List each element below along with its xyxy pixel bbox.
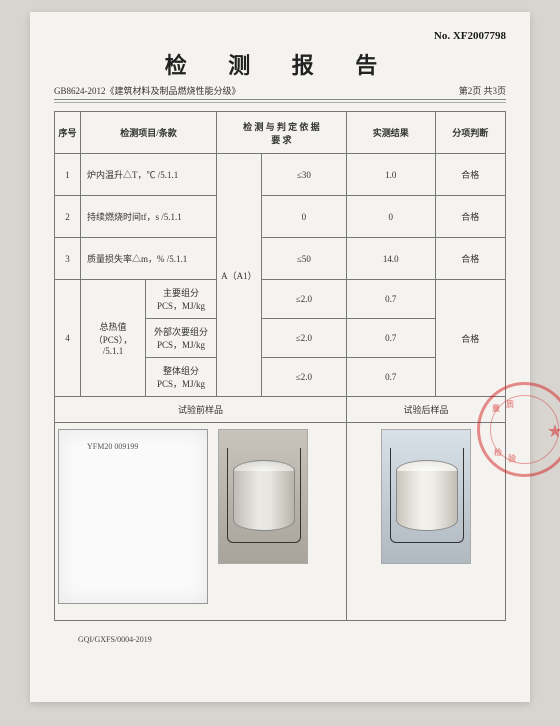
cell-group-label: 总热值 （PCS）， /5.1.1 [81,280,146,397]
sample-before-cell: YFM20 009199 [55,423,347,621]
stamp-text: 质 [506,399,514,410]
cell-result: 0.7 [346,358,435,397]
th-item: 检测项目/条款 [81,112,217,154]
stamp-star-icon: ★ [547,421,560,442]
sample-label-row: 试验前样品 试验后样品 [55,397,506,423]
divider [54,102,506,103]
th-seq: 序号 [55,112,81,154]
cell-req: 0 [261,196,346,238]
table-header-row: 序号 检测项目/条款 检 测 与 判 定 依 据 要 求 实测结果 分项判断 [55,112,506,154]
cell-subitem: 主要组分 PCS，MJ/kg [146,280,217,319]
cell-req: ≤50 [261,238,346,280]
cell-result: 0.7 [346,319,435,358]
doc-no-value: XF2007798 [453,30,506,42]
th-basis: 检 测 与 判 定 依 据 要 求 [216,112,346,154]
sample-before-photo [218,429,308,564]
cell-req: ≤2.0 [261,280,346,319]
table-row: 1 炉内温升△T，℃ /5.1.1 A（A1） ≤30 1.0 合格 [55,154,506,196]
cell-judge: 合格 [435,238,505,280]
table-row: 4 总热值 （PCS）， /5.1.1 主要组分 PCS，MJ/kg ≤2.0 … [55,280,506,319]
cell-seq: 2 [55,196,81,238]
sample-after-cell [346,423,505,621]
sample-label-photo: YFM20 009199 [58,429,208,604]
th-judge: 分项判断 [435,112,505,154]
sample-before-label: 试验前样品 [55,397,347,423]
cell-basis: A（A1） [216,154,261,397]
cell-item: 质量损失率△m，% /5.1.1 [81,238,217,280]
sample-code: YFM20 009199 [87,442,138,451]
th-result: 实测结果 [346,112,435,154]
cell-seq: 1 [55,154,81,196]
sample-after-photo [381,429,471,564]
page-info: 第2页 共3页 [459,84,506,97]
cell-judge: 合格 [435,280,505,397]
sample-cylinder-icon [396,460,458,540]
stamp-text: 验 [508,453,516,464]
cell-result: 0 [346,196,435,238]
standard-ref: GB8624-2012《建筑材料及制品燃烧性能分级》 [54,84,241,97]
cell-item: 持续燃烧时间tf，s /5.1.1 [81,196,217,238]
stamp-text: 量 [492,403,500,414]
cell-judge: 合格 [435,154,505,196]
cell-judge: 合格 [435,196,505,238]
cell-item: 炉内温升△T，℃ /5.1.1 [81,154,217,196]
cell-req: ≤2.0 [261,319,346,358]
doc-no-label: No. [434,30,450,42]
table-row: 3 质量损失率△m，% /5.1.1 ≤50 14.0 合格 [55,238,506,280]
sample-cylinder-icon [233,460,295,540]
cell-subitem: 整体组分 PCS，MJ/kg [146,358,217,397]
cell-subitem: 外部次要组分 PCS，MJ/kg [146,319,217,358]
table-row: 2 持续燃烧时间tf，s /5.1.1 0 0 合格 [55,196,506,238]
doc-number-line: No. XF2007798 [54,30,506,42]
cell-req: ≤2.0 [261,358,346,397]
test-results-table: 序号 检测项目/条款 检 测 与 判 定 依 据 要 求 实测结果 分项判断 1… [54,111,506,621]
report-title: 检 测 报 告 [54,48,506,80]
cell-seq: 4 [55,280,81,397]
stamp-text: 检 [494,447,502,458]
report-page: No. XF2007798 检 测 报 告 GB8624-2012《建筑材料及制… [30,12,530,702]
cell-result: 1.0 [346,154,435,196]
footer-code: GQI/GXFS/0004-2019 [78,635,506,644]
sample-image-row: YFM20 009199 [55,423,506,621]
header-row: GB8624-2012《建筑材料及制品燃烧性能分级》 第2页 共3页 [54,84,506,100]
cell-result: 0.7 [346,280,435,319]
cell-req: ≤30 [261,154,346,196]
cell-seq: 3 [55,238,81,280]
cell-result: 14.0 [346,238,435,280]
